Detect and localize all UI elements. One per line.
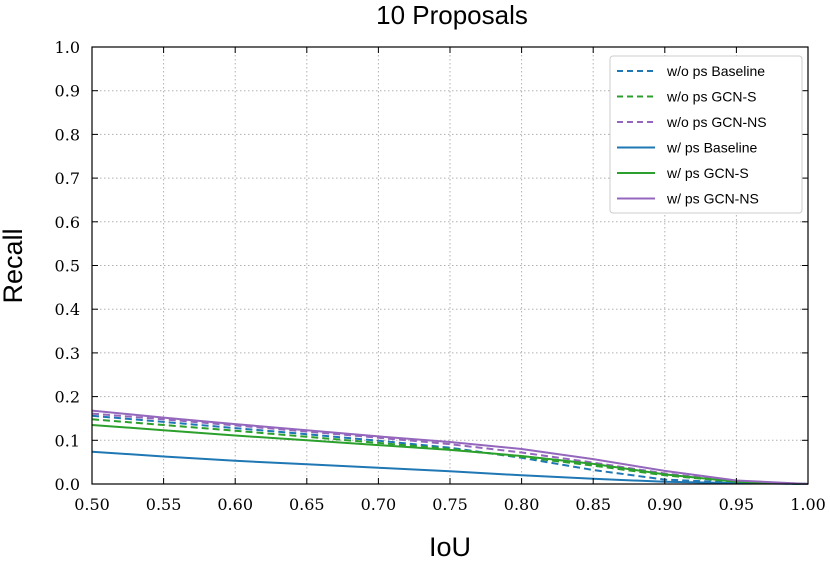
x-tick-label: 0.80 xyxy=(504,495,540,514)
legend-label-2: w/o ps GCN-S xyxy=(666,89,756,105)
x-tick-label: 0.60 xyxy=(217,495,253,514)
x-tick-label: 0.70 xyxy=(361,495,397,514)
x-axis-label: IoU xyxy=(429,532,471,562)
series-line-5 xyxy=(91,424,809,485)
y-tick-label: 0.8 xyxy=(55,125,80,144)
legend-label-1: w/o ps Baseline xyxy=(666,63,765,79)
x-tick-label: 0.50 xyxy=(74,495,110,514)
chart-title: 10 Proposals xyxy=(376,0,528,30)
series-layer xyxy=(91,409,809,485)
x-tick-label: 0.75 xyxy=(432,495,468,514)
y-axis-label: Recall xyxy=(0,228,28,303)
y-tick-label: 0.5 xyxy=(55,257,80,276)
x-tick-label: 0.55 xyxy=(146,495,182,514)
x-tick-label: 0.65 xyxy=(289,495,325,514)
x-tick-label: 0.90 xyxy=(647,495,683,514)
legend-label-6: w/ ps GCN-NS xyxy=(666,191,759,207)
x-tick-label: 0.85 xyxy=(575,495,611,514)
x-tick-label: 0.95 xyxy=(719,495,755,514)
y-tick-label: 0.6 xyxy=(55,213,80,232)
legend: w/o ps Baseline w/o ps GCN-S w/o ps GCN-NS… xyxy=(609,55,803,214)
series-line-1 xyxy=(91,414,809,485)
tick-layer: 0.50 0.55 0.60 0.65 0.70 0.75 0.80 0.85 0.90 0.95… xyxy=(55,38,826,514)
legend-frame xyxy=(609,55,803,214)
legend-label-3: w/o ps GCN-NS xyxy=(666,114,767,130)
series-line-6 xyxy=(91,409,809,485)
y-tick-label: 0.7 xyxy=(55,169,80,188)
y-tick-label: 0.2 xyxy=(55,388,80,407)
y-tick-label: 0.1 xyxy=(55,431,80,450)
y-tick-label: 0.9 xyxy=(55,82,80,101)
legend-label-5: w/ ps GCN-S xyxy=(666,165,749,181)
x-tick-label: 1.00 xyxy=(790,495,826,514)
legend-label-4: w/ ps Baseline xyxy=(666,140,757,156)
y-tick-label: 0.0 xyxy=(55,475,80,494)
y-tick-label: 0.3 xyxy=(55,344,80,363)
series-line-4 xyxy=(91,450,809,485)
y-tick-label: 0.4 xyxy=(55,300,80,319)
y-tick-label: 1.0 xyxy=(55,38,80,57)
